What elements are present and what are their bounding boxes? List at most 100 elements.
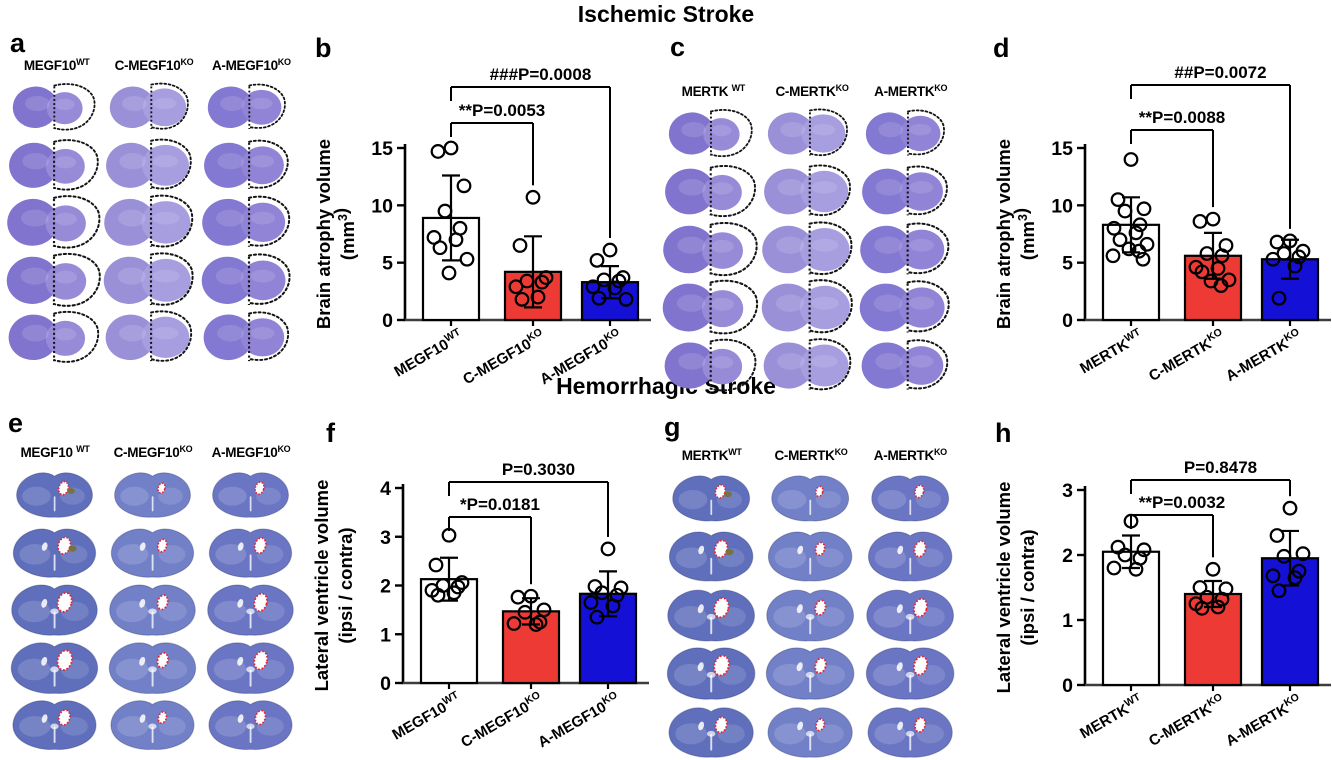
data-point xyxy=(514,291,530,307)
contra-ventricle xyxy=(237,599,244,608)
y-tick-label: 0 xyxy=(382,310,393,332)
brain-section-group xyxy=(110,700,195,751)
brain-section-group xyxy=(870,475,949,522)
data-point xyxy=(430,587,446,603)
contra-ventricle xyxy=(797,604,804,613)
panel-letter-e: e xyxy=(8,408,24,438)
genotype-header-superscript: WT xyxy=(731,83,746,93)
stain-highlight xyxy=(711,355,734,369)
data-point xyxy=(1121,241,1137,257)
contra-ventricle xyxy=(41,714,48,724)
contra-ventricle xyxy=(896,662,903,672)
right-hemisphere xyxy=(45,205,86,242)
genotype-header-1: C-MEGF10KO xyxy=(114,57,194,73)
brain-section-group xyxy=(208,528,293,578)
panel-letter-c: c xyxy=(670,32,686,62)
data-point xyxy=(1271,290,1287,306)
stain-highlight xyxy=(158,544,186,564)
atrophy-contour-dotted xyxy=(150,252,194,306)
contra-ventricle xyxy=(41,656,48,666)
x-category-label: A-MERTKKO xyxy=(1222,691,1305,750)
ventricle-outline xyxy=(814,542,826,557)
data-point xyxy=(594,585,610,601)
right-hemisphere xyxy=(141,258,192,302)
atrophy-contour-dotted xyxy=(808,108,848,157)
ventricle-outline xyxy=(254,709,267,726)
coronal-section xyxy=(672,475,751,522)
y-tick-label: 15 xyxy=(1051,138,1073,160)
data-point xyxy=(441,265,457,281)
brain-section-image xyxy=(12,83,96,131)
right-hemisphere xyxy=(240,202,285,243)
y-tick-label: 1 xyxy=(1062,610,1073,632)
data-point xyxy=(528,617,544,632)
contra-ventricle xyxy=(796,662,804,672)
panel-letter-d: d xyxy=(993,33,1010,63)
midline-slit xyxy=(809,499,812,516)
third-ventricle xyxy=(706,613,716,620)
stain-highlight xyxy=(54,328,77,341)
brain-section-group xyxy=(860,222,950,275)
data-point xyxy=(1287,258,1303,274)
stain-highlight xyxy=(678,352,706,370)
x-category-label: C-MEGF10KO xyxy=(457,689,546,751)
brain-section-group xyxy=(12,700,97,751)
stain-highlight xyxy=(816,723,845,743)
brain-section-group xyxy=(663,221,758,277)
bar-chart-h: Lateral ventricle volume (ipsi / contra) 0… xyxy=(993,458,1331,750)
midline-slit xyxy=(710,558,713,575)
genotype-header-2: A-MERTKKO xyxy=(874,83,948,99)
stain-highlight xyxy=(215,267,244,285)
brain-section-group xyxy=(672,475,751,522)
data-point xyxy=(437,203,453,219)
left-hemisphere xyxy=(104,256,156,304)
genotype-header-0: MERTK WT xyxy=(681,83,746,99)
data-point xyxy=(1110,192,1126,208)
brain-section-group xyxy=(109,584,196,636)
data-point xyxy=(1131,243,1147,259)
stain-highlight xyxy=(775,236,804,254)
genotype-column-headers: MEGF10 WT C-MEGF10KO A-MEGF10KO xyxy=(6,444,300,460)
data-point xyxy=(534,274,550,290)
right-hemisphere xyxy=(46,92,83,125)
atrophy-contour-dotted xyxy=(53,311,100,364)
brain-section-group xyxy=(865,589,954,642)
midline-slit xyxy=(53,611,56,629)
brain-section-group xyxy=(763,338,851,391)
contra-ventricle xyxy=(797,721,804,730)
right-hemisphere xyxy=(899,229,945,270)
data-point xyxy=(512,238,528,253)
coronal-section xyxy=(771,475,850,522)
left-hemisphere xyxy=(201,256,253,304)
contra-ventricle xyxy=(896,604,903,613)
genotype-header-superscript: KO xyxy=(277,444,291,454)
brain-section-group xyxy=(11,584,98,636)
data-point xyxy=(1117,547,1133,563)
brain-section-grid xyxy=(662,104,960,392)
brain-section-group xyxy=(666,647,756,700)
sig-label: **P=0.0088 xyxy=(1139,108,1226,127)
y-axis-label-line1: Lateral ventricle volume xyxy=(993,482,1014,694)
y-tick-label: 5 xyxy=(1062,253,1073,275)
data-point xyxy=(1192,580,1208,595)
contra-ventricle xyxy=(41,599,48,608)
third-ventricle xyxy=(706,671,716,679)
contra-ventricle xyxy=(139,599,146,608)
left-hemisphere xyxy=(763,342,814,389)
brain-section-group xyxy=(12,528,97,578)
coronal-section xyxy=(114,472,191,518)
midline-slit xyxy=(710,733,713,751)
data-point xyxy=(1194,264,1210,280)
brain-section-image xyxy=(662,279,759,335)
x-category-label: MERTKWT xyxy=(1076,691,1146,743)
brain-section-image xyxy=(12,528,97,578)
brain-section-image xyxy=(668,531,754,582)
brain-section-group xyxy=(207,83,286,129)
contra-ventricle xyxy=(797,546,804,555)
data-point xyxy=(446,585,462,601)
sig-label: ###P=0.0008 xyxy=(490,65,592,84)
midline-slit xyxy=(710,675,713,693)
brain-section-group xyxy=(766,647,855,700)
y-tick-label: 10 xyxy=(371,195,393,217)
hemorrhage-spot xyxy=(68,545,77,552)
